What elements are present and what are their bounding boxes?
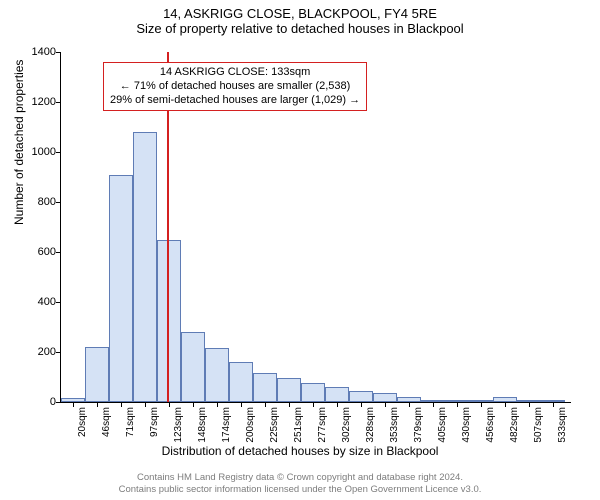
x-tick-mark: [169, 402, 170, 407]
y-tick-label: 600: [38, 246, 56, 258]
x-tick-label: 507sqm: [533, 407, 544, 443]
x-tick-label: 430sqm: [461, 407, 472, 443]
y-tick-label: 400: [38, 296, 56, 308]
x-tick-label: 251sqm: [293, 407, 304, 443]
histogram-bar: [133, 132, 157, 402]
histogram-bar: [181, 332, 205, 402]
y-tick-mark: [56, 202, 61, 203]
x-tick-label: 174sqm: [221, 407, 232, 443]
x-tick-label: 379sqm: [413, 407, 424, 443]
x-tick-mark: [217, 402, 218, 407]
y-tick-label: 1200: [32, 96, 56, 108]
x-tick-label: 200sqm: [245, 407, 256, 443]
y-tick-mark: [56, 152, 61, 153]
histogram-bar: [205, 348, 229, 402]
x-tick-mark: [361, 402, 362, 407]
x-tick-mark: [241, 402, 242, 407]
page-title-address: 14, ASKRIGG CLOSE, BLACKPOOL, FY4 5RE: [0, 6, 600, 21]
y-tick-label: 1000: [32, 146, 56, 158]
histogram-bar: [229, 362, 253, 402]
x-tick-mark: [193, 402, 194, 407]
x-tick-mark: [385, 402, 386, 407]
x-tick-mark: [73, 402, 74, 407]
footer-line2: Contains public sector information licen…: [0, 484, 600, 496]
x-tick-mark: [529, 402, 530, 407]
y-tick-mark: [56, 102, 61, 103]
y-tick-mark: [56, 52, 61, 53]
y-tick-label: 800: [38, 196, 56, 208]
x-tick-label: 533sqm: [557, 407, 568, 443]
info-box-line: 29% of semi-detached houses are larger (…: [110, 94, 360, 108]
x-tick-label: 482sqm: [509, 407, 520, 443]
x-tick-mark: [553, 402, 554, 407]
y-tick-mark: [56, 352, 61, 353]
x-tick-mark: [97, 402, 98, 407]
x-tick-label: 456sqm: [485, 407, 496, 443]
y-tick-mark: [56, 302, 61, 303]
x-tick-label: 353sqm: [389, 407, 400, 443]
y-tick-mark: [56, 252, 61, 253]
y-tick-label: 200: [38, 346, 56, 358]
x-tick-mark: [145, 402, 146, 407]
y-axis-label: Number of detached properties: [12, 60, 26, 225]
x-tick-mark: [289, 402, 290, 407]
histogram-bar: [109, 175, 133, 403]
histogram-bar: [325, 387, 349, 402]
histogram-bar: [85, 347, 109, 402]
x-tick-label: 148sqm: [197, 407, 208, 443]
x-tick-label: 46sqm: [101, 407, 112, 437]
x-tick-mark: [337, 402, 338, 407]
histogram-bar: [277, 378, 301, 402]
histogram-bar: [349, 391, 373, 402]
reference-info-box: 14 ASKRIGG CLOSE: 133sqm← 71% of detache…: [103, 62, 367, 111]
info-box-line: ← 71% of detached houses are smaller (2,…: [110, 80, 360, 94]
x-tick-mark: [481, 402, 482, 407]
x-tick-label: 71sqm: [125, 407, 136, 437]
footer-line1: Contains HM Land Registry data © Crown c…: [0, 472, 600, 484]
x-tick-label: 123sqm: [173, 407, 184, 443]
x-tick-mark: [457, 402, 458, 407]
x-tick-label: 405sqm: [437, 407, 448, 443]
x-tick-mark: [409, 402, 410, 407]
y-tick-mark: [56, 402, 61, 403]
x-tick-mark: [265, 402, 266, 407]
x-tick-mark: [313, 402, 314, 407]
x-axis-label: Distribution of detached houses by size …: [0, 444, 600, 458]
info-box-line: 14 ASKRIGG CLOSE: 133sqm: [110, 66, 360, 80]
x-tick-mark: [121, 402, 122, 407]
histogram-chart: 020040060080010001200140020sqm46sqm71sqm…: [60, 52, 570, 402]
x-tick-mark: [505, 402, 506, 407]
plot-area: 020040060080010001200140020sqm46sqm71sqm…: [60, 52, 571, 403]
histogram-bar: [301, 383, 325, 402]
x-tick-label: 277sqm: [317, 407, 328, 443]
page-title-sub: Size of property relative to detached ho…: [0, 21, 600, 36]
x-tick-label: 20sqm: [77, 407, 88, 437]
x-tick-label: 302sqm: [341, 407, 352, 443]
x-tick-label: 328sqm: [365, 407, 376, 443]
x-tick-mark: [433, 402, 434, 407]
histogram-bar: [253, 373, 277, 402]
y-tick-label: 1400: [32, 46, 56, 58]
footer-attribution: Contains HM Land Registry data © Crown c…: [0, 472, 600, 496]
histogram-bar: [157, 240, 181, 403]
x-tick-label: 97sqm: [149, 407, 160, 437]
histogram-bar: [373, 393, 397, 402]
x-tick-label: 225sqm: [269, 407, 280, 443]
